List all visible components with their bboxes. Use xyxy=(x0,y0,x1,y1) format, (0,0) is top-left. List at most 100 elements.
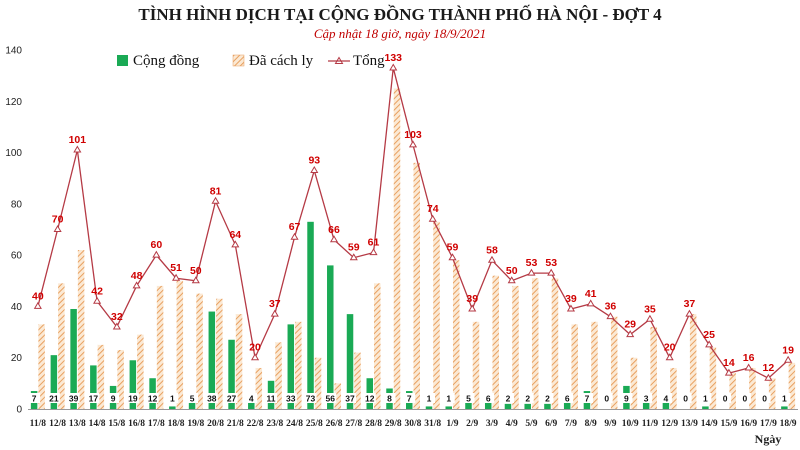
bar-community xyxy=(327,265,334,409)
community-label-bg xyxy=(659,393,672,403)
total-marker xyxy=(310,166,319,174)
total-value-label: 81 xyxy=(210,185,222,197)
total-value-label: 37 xyxy=(684,298,696,310)
community-value-label: 2 xyxy=(506,394,511,404)
y-tick-label: 100 xyxy=(5,148,22,159)
community-value-label: 5 xyxy=(190,394,195,404)
x-tick-label: 26/8 xyxy=(326,419,343,429)
community-label-bg xyxy=(541,393,554,403)
legend-label-quarantine: Đã cách ly xyxy=(249,53,314,69)
community-label-bg xyxy=(225,393,238,403)
community-value-label: 6 xyxy=(486,394,491,404)
bar-community xyxy=(287,324,295,409)
bar-community xyxy=(248,398,255,409)
total-value-label: 67 xyxy=(289,221,301,233)
total-value-label: 51 xyxy=(170,262,182,274)
community-label-bg xyxy=(422,393,435,403)
total-value-label: 29 xyxy=(624,319,636,331)
bar-quarantine xyxy=(196,293,203,409)
x-tick-label: 15/9 xyxy=(720,419,737,429)
total-marker xyxy=(606,312,615,320)
total-marker xyxy=(112,322,121,330)
y-tick-label: 140 xyxy=(5,46,22,57)
total-marker xyxy=(428,214,437,222)
x-tick-label: 30/8 xyxy=(405,419,422,429)
x-tick-label: 16/8 xyxy=(128,419,145,429)
x-tick-label: 1/9 xyxy=(446,419,458,429)
community-label-bg xyxy=(67,393,80,403)
bar-quarantine xyxy=(137,334,144,409)
x-tick-label: 11/9 xyxy=(642,419,659,429)
total-marker xyxy=(270,309,279,317)
x-tick-label: 23/8 xyxy=(266,419,283,429)
bar-community xyxy=(544,403,551,409)
bar-quarantine xyxy=(314,357,322,409)
total-marker xyxy=(132,281,141,289)
legend-swatch-quarantine xyxy=(232,54,245,67)
total-marker xyxy=(744,363,753,371)
total-value-label: 16 xyxy=(743,352,755,364)
total-marker xyxy=(329,235,339,243)
total-value-label: 64 xyxy=(229,229,241,241)
total-marker xyxy=(349,253,358,261)
community-label-bg xyxy=(205,393,218,403)
total-value-label: 50 xyxy=(506,265,518,277)
community-value-label: 0 xyxy=(743,394,748,404)
total-marker xyxy=(191,276,200,284)
x-tick-label: 7/9 xyxy=(565,419,577,429)
bar-quarantine xyxy=(77,250,85,409)
community-value-label: 2 xyxy=(545,394,550,404)
total-value-label: 42 xyxy=(91,285,103,297)
total-value-label: 37 xyxy=(269,298,281,310)
total-marker xyxy=(53,225,62,232)
total-marker xyxy=(724,368,733,376)
total-value-label: 39 xyxy=(565,293,577,305)
community-value-label: 21 xyxy=(49,394,59,404)
community-label-bg xyxy=(482,393,495,403)
x-tick-label: 11/8 xyxy=(30,419,47,429)
community-value-label: 12 xyxy=(365,394,375,404)
community-label-bg xyxy=(186,393,199,403)
total-value-label: 41 xyxy=(585,288,597,300)
bar-quarantine xyxy=(670,367,677,409)
community-label-bg xyxy=(600,393,613,403)
community-value-label: 73 xyxy=(306,394,316,404)
total-marker xyxy=(705,340,714,348)
x-tick-label: 4/9 xyxy=(506,419,518,429)
x-tick-label: 14/8 xyxy=(89,419,106,429)
total-value-label: 14 xyxy=(723,357,735,369)
y-tick-label: 60 xyxy=(11,251,23,262)
total-value-label: 53 xyxy=(526,257,538,269)
community-label-bg xyxy=(403,393,416,403)
bar-community xyxy=(228,339,235,409)
bar-community xyxy=(169,406,176,409)
total-marker xyxy=(566,304,576,312)
community-label-bg xyxy=(166,393,179,403)
community-value-label: 9 xyxy=(624,394,629,404)
bar-community xyxy=(642,401,650,409)
total-marker xyxy=(626,330,635,338)
bar-community xyxy=(425,406,433,409)
community-value-label: 17 xyxy=(89,394,99,404)
x-tick-label: 12/9 xyxy=(661,419,678,429)
total-value-label: 20 xyxy=(664,342,676,354)
total-value-label: 40 xyxy=(32,290,44,302)
bar-quarantine xyxy=(531,278,539,409)
community-label-bg xyxy=(778,393,791,403)
y-tick-label: 0 xyxy=(16,405,22,416)
community-label-bg xyxy=(501,393,514,403)
bar-quarantine xyxy=(117,350,124,409)
total-value-label: 93 xyxy=(308,155,320,167)
bar-quarantine xyxy=(374,283,381,409)
total-value-label: 35 xyxy=(644,303,656,315)
total-marker xyxy=(73,145,82,153)
bar-quarantine xyxy=(413,162,420,409)
total-marker xyxy=(389,63,398,71)
bar-quarantine xyxy=(354,352,361,409)
community-value-label: 1 xyxy=(427,394,432,404)
community-value-label: 9 xyxy=(111,394,116,404)
bar-quarantine xyxy=(452,260,460,409)
total-marker xyxy=(507,276,516,284)
bar-quarantine xyxy=(295,321,302,409)
